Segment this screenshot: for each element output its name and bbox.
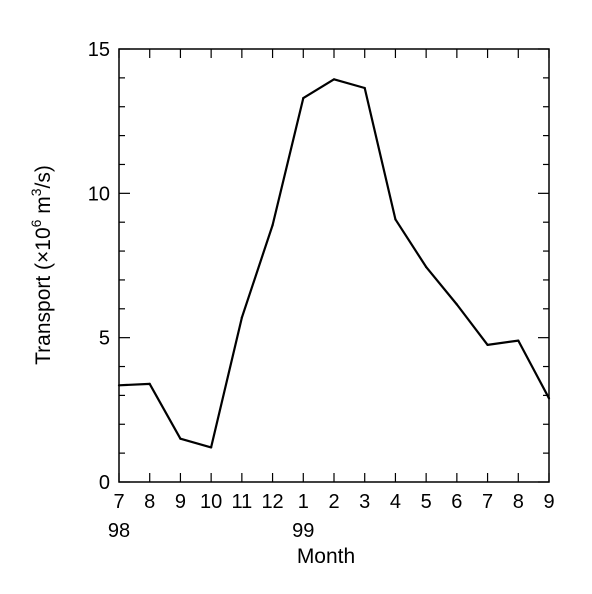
x-tick-label: 3: [359, 491, 370, 513]
data-point: [240, 316, 243, 319]
y-axis-label-unit: m: [32, 196, 55, 219]
y-axis-label: Transport (×106 m3/s): [28, 165, 55, 365]
x-tick-label: 6: [451, 491, 462, 513]
x-axis-label: Month: [297, 545, 355, 568]
y-axis-label-exponent-3: 3: [28, 188, 44, 196]
x-tick-label: 8: [144, 491, 155, 513]
x-tick-label: 8: [513, 491, 524, 513]
y-tick-label: 15: [88, 39, 110, 61]
data-point: [455, 303, 458, 306]
y-axis-ticks: 0 5 10 15: [88, 39, 549, 494]
data-point: [179, 437, 182, 440]
data-point: [117, 384, 121, 387]
x-tick-label: 7: [113, 491, 124, 513]
x-tick-label: 1: [298, 491, 309, 513]
y-tick-label: 5: [99, 328, 110, 350]
y-axis-label-prefix: Transport (×10: [32, 227, 55, 365]
data-point: [425, 265, 428, 269]
data-point: [210, 446, 213, 449]
x-tick-label: 9: [543, 491, 554, 513]
data-point: [486, 343, 489, 346]
year-label: 98: [108, 520, 130, 542]
data-point: [547, 397, 551, 400]
data-point: [332, 78, 336, 81]
series-layer: [117, 78, 551, 449]
data-point: [271, 223, 274, 227]
data-point: [302, 96, 305, 100]
x-tick-label: 9: [175, 491, 186, 513]
y-axis-label-suffix: /s): [32, 165, 55, 188]
x-tick-label: 2: [328, 491, 339, 513]
x-tick-label: 12: [261, 491, 283, 513]
x-tick-label: 7: [482, 491, 493, 513]
x-tick-label: 10: [200, 491, 222, 513]
x-tick-label: 4: [390, 491, 401, 513]
y-tick-label: 10: [88, 183, 110, 205]
series-line: [118, 78, 550, 449]
plot-frame: [118, 48, 550, 483]
x-tick-label: 11: [231, 491, 252, 513]
data-point: [517, 339, 520, 342]
y-tick-label: 0: [99, 472, 110, 494]
x-axis-ticks: 7 8 9 10 11 12 1 2 3 4 5 6 7 8 998 99: [108, 49, 555, 542]
year-label: 99: [292, 520, 314, 542]
data-point: [148, 382, 151, 385]
x-tick-label: 5: [421, 491, 432, 513]
data-point: [394, 218, 397, 221]
y-axis-label-exponent-6: 6: [28, 219, 44, 227]
data-point: [363, 86, 366, 90]
